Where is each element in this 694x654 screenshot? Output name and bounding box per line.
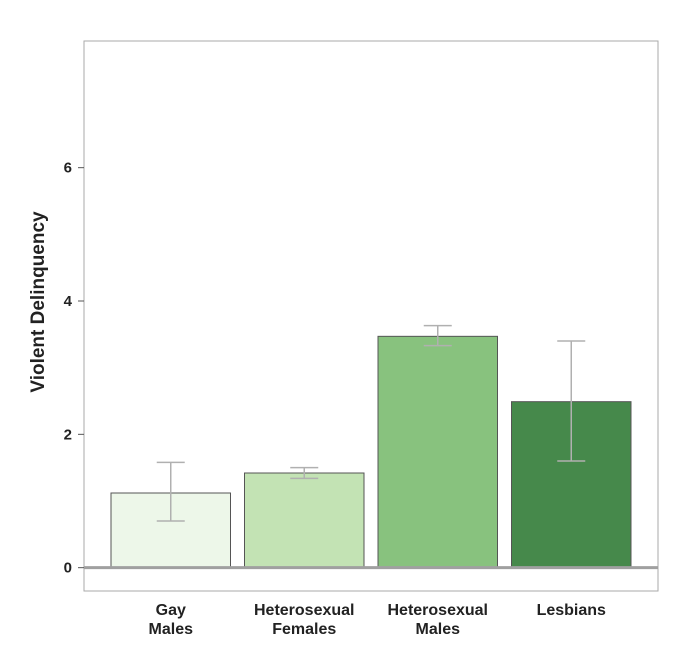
bar-1 [244, 472, 365, 569]
y-tick-label: 6 [64, 160, 72, 177]
y-axis-title: Violent Delinquency [28, 211, 49, 393]
error-bar-1 [290, 466, 319, 480]
y-tick-label: 4 [64, 293, 73, 310]
x-tick-label-1: Heterosexual Females [254, 602, 355, 638]
error-bar-0 [156, 461, 185, 522]
error-bar-2 [423, 324, 452, 347]
x-axis-category-labels: Gay Males Heterosexual Females Heterosexual M… [149, 602, 607, 638]
x-tick-label-2: Heterosexual Males [388, 602, 489, 638]
x-tick-label-0: Gay Males [149, 602, 194, 638]
error-bars [156, 324, 586, 522]
y-axis-ticks: 0 2 4 6 [64, 160, 84, 577]
y-tick-label: 2 [64, 426, 72, 443]
bar-2 [377, 335, 498, 569]
y-tick-label: 0 [64, 560, 72, 577]
x-tick-label-3: Lesbians [537, 602, 606, 619]
error-bar-3 [557, 340, 586, 462]
